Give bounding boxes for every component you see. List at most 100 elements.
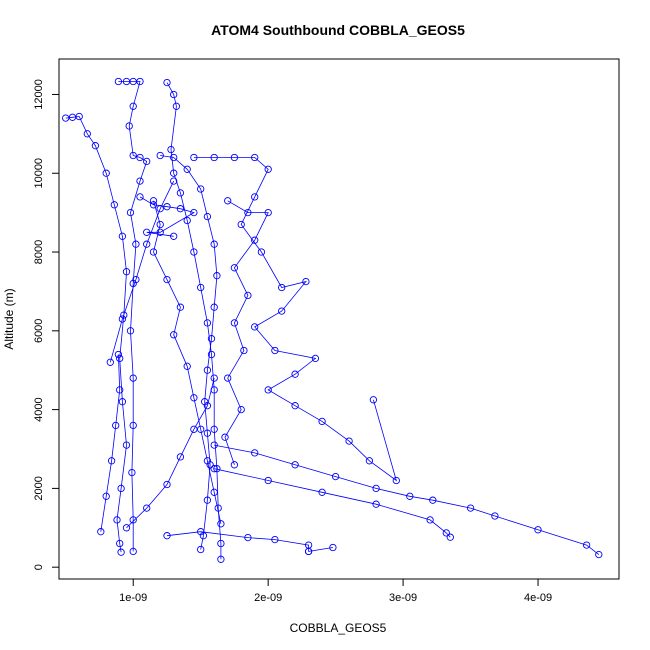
data-point xyxy=(271,535,279,544)
data-point xyxy=(110,201,118,209)
data-point xyxy=(117,484,125,493)
data-point xyxy=(271,346,279,355)
data-point xyxy=(237,220,245,229)
data-point xyxy=(62,114,70,122)
data-point xyxy=(183,216,191,225)
data-point xyxy=(170,331,178,339)
data-point xyxy=(107,457,116,465)
data-point xyxy=(118,315,127,323)
data-point xyxy=(230,264,239,272)
series-line xyxy=(166,82,222,560)
data-point xyxy=(116,539,124,548)
data-point xyxy=(170,90,178,99)
y-axis-label: Altitude (m) xyxy=(2,288,16,349)
data-point xyxy=(113,516,121,524)
data-point xyxy=(129,151,137,160)
data-point xyxy=(442,529,450,537)
data-point xyxy=(210,465,218,473)
data-point xyxy=(102,492,110,500)
data-point xyxy=(170,169,178,177)
data-point xyxy=(156,228,164,236)
y-tick-label: 2000 xyxy=(33,476,45,500)
data-point xyxy=(278,283,286,292)
data-point xyxy=(183,362,191,370)
data-point xyxy=(75,112,83,121)
data-point xyxy=(230,319,239,327)
data-point xyxy=(197,185,205,193)
data-point xyxy=(106,358,114,366)
series-line xyxy=(166,531,333,552)
series-line xyxy=(118,81,148,552)
data-point xyxy=(203,496,212,504)
data-point xyxy=(97,528,105,536)
data-point xyxy=(217,520,225,528)
data-point xyxy=(128,468,136,477)
data-series xyxy=(190,153,400,485)
y-axis: 0 2000 4000 6000 8000 10000 12000 xyxy=(33,79,60,570)
data-point xyxy=(210,425,218,433)
data-point xyxy=(203,457,212,465)
plot-frame xyxy=(58,58,620,580)
data-point xyxy=(156,220,164,229)
data-point xyxy=(429,496,437,504)
data-point xyxy=(302,277,310,286)
data-point xyxy=(149,197,158,205)
data-point xyxy=(149,201,158,209)
data-point xyxy=(244,533,252,542)
x-axis: 1e-09 2e-09 3e-09 4e-09 xyxy=(119,578,552,604)
data-point xyxy=(136,77,144,86)
data-point xyxy=(210,488,218,496)
series-line xyxy=(126,378,215,529)
series-line xyxy=(109,180,175,363)
data-point xyxy=(224,197,232,205)
y-tick-label: 0 xyxy=(33,564,45,570)
data-point xyxy=(291,461,299,469)
x-tick-label: 1e-09 xyxy=(119,592,147,604)
data-series xyxy=(62,112,131,556)
data-series xyxy=(136,193,198,240)
data-series xyxy=(149,197,225,528)
data-point xyxy=(217,539,225,548)
data-series xyxy=(97,350,124,536)
data-point xyxy=(190,208,198,217)
data-point xyxy=(197,545,205,554)
data-point xyxy=(244,291,252,300)
data-point xyxy=(251,236,259,244)
data-point xyxy=(114,77,123,86)
data-point xyxy=(251,449,259,457)
data-point xyxy=(213,465,221,473)
data-point xyxy=(203,429,212,437)
data-point xyxy=(210,303,218,311)
data-point xyxy=(595,550,603,559)
data-series xyxy=(156,151,221,554)
data-point xyxy=(190,394,198,402)
data-point xyxy=(83,130,91,138)
x-axis-label: COBBLA_GEOS5 xyxy=(290,621,387,635)
data-point xyxy=(210,374,218,382)
series-line xyxy=(65,116,127,553)
data-series xyxy=(210,441,603,559)
data-point xyxy=(190,153,198,162)
data-point xyxy=(207,350,216,359)
data-point xyxy=(112,421,120,430)
data-point xyxy=(176,189,185,197)
y-tick-label: 12000 xyxy=(33,79,45,110)
data-point xyxy=(149,248,158,256)
data-point xyxy=(291,370,299,378)
data-point xyxy=(406,492,414,500)
data-point xyxy=(264,386,272,394)
data-series xyxy=(210,465,454,541)
data-point xyxy=(345,437,353,445)
data-point xyxy=(116,354,124,363)
data-point xyxy=(210,240,218,248)
data-point xyxy=(365,457,374,465)
x-tick-label: 4e-09 xyxy=(524,592,552,604)
data-point xyxy=(118,232,127,240)
data-point xyxy=(264,208,272,217)
data-point xyxy=(129,374,137,382)
data-point xyxy=(331,472,340,481)
data-point xyxy=(132,240,140,248)
data-point xyxy=(244,208,252,217)
data-point xyxy=(311,354,320,363)
data-point xyxy=(217,555,225,563)
